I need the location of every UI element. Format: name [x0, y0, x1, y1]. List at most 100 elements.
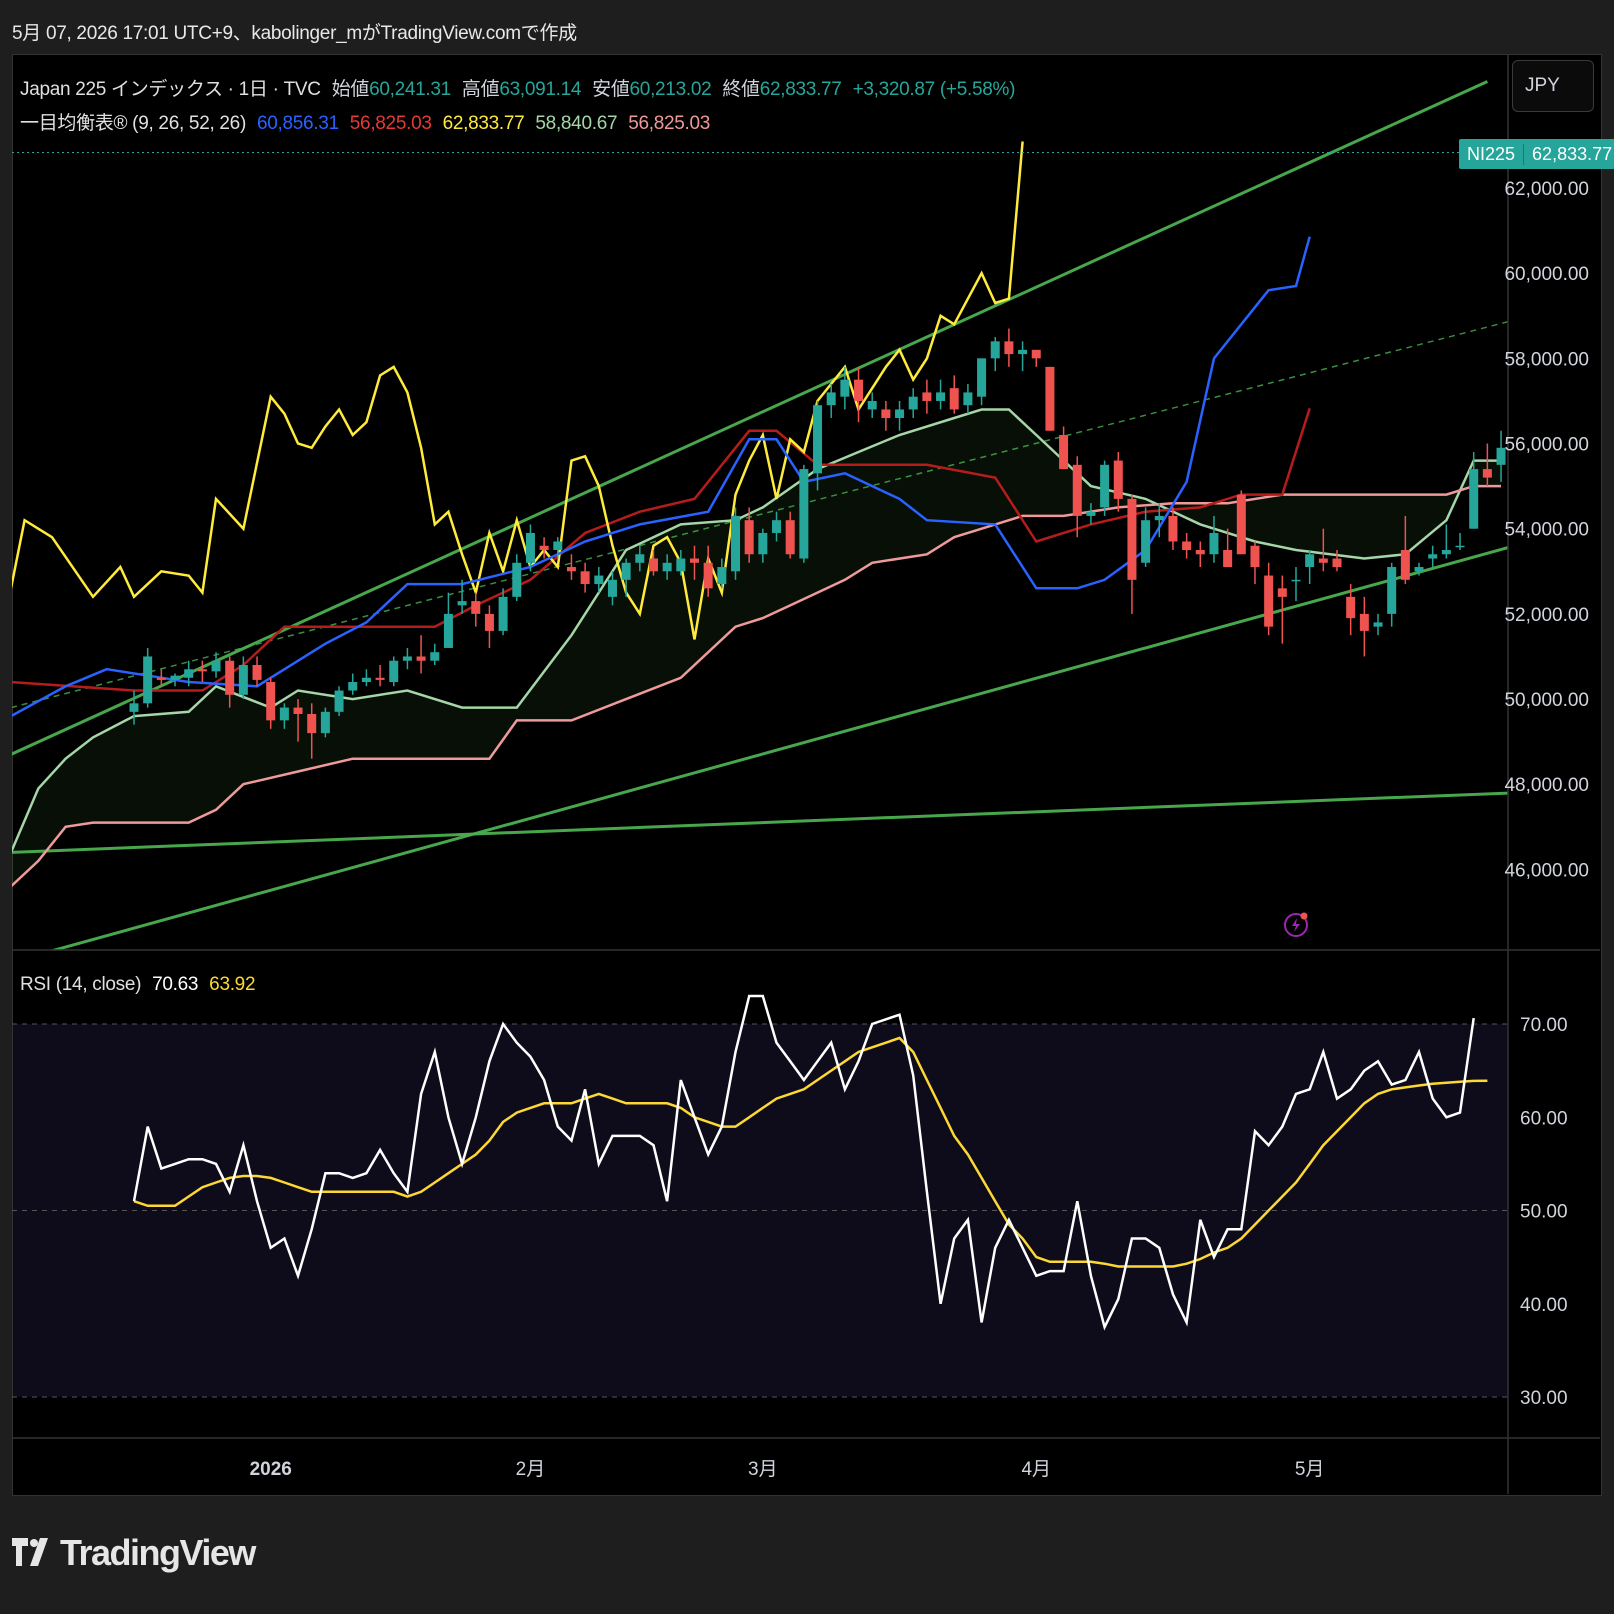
lagging-value: 62,833.77 [442, 113, 525, 134]
candle-body [1127, 498, 1137, 580]
candle [361, 669, 371, 687]
candle [1154, 503, 1164, 538]
candle [717, 558, 727, 589]
candle-body [1113, 460, 1123, 499]
candle [949, 375, 959, 414]
candle-body [1496, 447, 1506, 465]
candle-body [430, 652, 440, 661]
candle [1018, 341, 1028, 372]
candle [320, 707, 330, 738]
candle-body [648, 558, 658, 572]
candle [416, 635, 426, 674]
candle [813, 400, 823, 491]
candle [689, 545, 699, 580]
close-value: 62,833.77 [759, 79, 842, 100]
candle-body [1141, 520, 1151, 563]
price-axis-label: 50,000.00 [1504, 690, 1589, 711]
tradingview-logo[interactable]: TradingView [12, 1532, 256, 1574]
candle-body [744, 520, 754, 555]
candle [840, 366, 850, 410]
candle [266, 677, 276, 729]
candle-body [348, 682, 358, 691]
candle [676, 550, 686, 576]
candle-body [1059, 435, 1069, 470]
rsi-name: RSI (14, close) [20, 974, 142, 995]
symbol-title: Japan 225 インデックス · 1日 · TVC [20, 79, 321, 100]
candle-body [949, 388, 959, 410]
candle-body [170, 675, 180, 680]
candle-body [211, 660, 221, 672]
candle [211, 652, 221, 678]
candle [389, 656, 399, 687]
trendline-4 [12, 320, 1508, 709]
candle-body [607, 579, 617, 597]
time-axis-label: 4月 [1021, 1459, 1051, 1480]
candle-body [785, 520, 795, 555]
candle [1059, 426, 1069, 470]
last-price-tag: NI225 62,833.77 [1459, 139, 1614, 169]
candle-body [1606, 303, 1614, 312]
candle-body [1400, 550, 1410, 580]
rsi-axis-label: 50.00 [1520, 1202, 1568, 1223]
candle-body [1209, 532, 1219, 555]
base-line [12, 408, 1311, 692]
lightning-alert-icon [1283, 912, 1308, 937]
candle-body [977, 358, 987, 397]
candle-body [129, 703, 139, 712]
candle [1113, 452, 1123, 512]
candle-body [621, 562, 631, 580]
candle [1469, 452, 1479, 529]
open-label: 始値 [331, 79, 370, 100]
candle-body [1168, 515, 1178, 542]
candle-body [799, 469, 809, 559]
candle [1318, 528, 1328, 572]
candle [799, 464, 809, 563]
candle-body [758, 532, 768, 555]
main-pane [12, 80, 1614, 950]
candle-body [1469, 469, 1479, 529]
candle-body [1592, 312, 1601, 329]
candle [1482, 443, 1492, 487]
candle-body [580, 571, 590, 585]
currency-button[interactable]: JPY [1512, 60, 1594, 112]
candle-body [594, 575, 604, 585]
candle-body [717, 567, 727, 585]
tradingview-logo-icon [12, 1538, 48, 1566]
brand-name: TradingView [60, 1532, 256, 1573]
ichimoku-legend: 一目均衡表® (9, 26, 52, 26) 60,856.31 56,825.… [20, 108, 716, 135]
trendline-1 [12, 80, 1489, 756]
candle [1359, 596, 1369, 657]
rsi-axis-label: 30.00 [1520, 1388, 1568, 1409]
candle [156, 669, 166, 687]
candle-body [471, 601, 481, 614]
candle-body [361, 677, 371, 683]
candle-body [1305, 554, 1315, 568]
candle-body [1579, 329, 1588, 333]
price-axis-label: 58,000.00 [1504, 349, 1589, 370]
candle-body [1277, 588, 1287, 597]
time-axis-label: 2月 [516, 1459, 546, 1480]
candle [908, 388, 918, 418]
candle [143, 647, 153, 708]
candle [1565, 294, 1574, 337]
candle-body [320, 711, 330, 734]
close-label: 終値 [722, 79, 760, 100]
candle [238, 656, 248, 700]
candle [1045, 366, 1055, 431]
candle-body [1250, 545, 1260, 568]
candle-body [266, 682, 276, 721]
candle-body [963, 392, 973, 406]
candle-body [389, 660, 399, 683]
candle [471, 592, 481, 627]
candle-body [1072, 464, 1082, 516]
candle [936, 379, 946, 410]
candle-body [416, 656, 426, 661]
candle [772, 511, 782, 542]
price-axis-label: 48,000.00 [1504, 775, 1589, 796]
candle [1551, 286, 1560, 346]
candle [990, 337, 1000, 372]
candle-body [484, 613, 494, 631]
candle [375, 664, 385, 687]
candle [1305, 550, 1315, 585]
